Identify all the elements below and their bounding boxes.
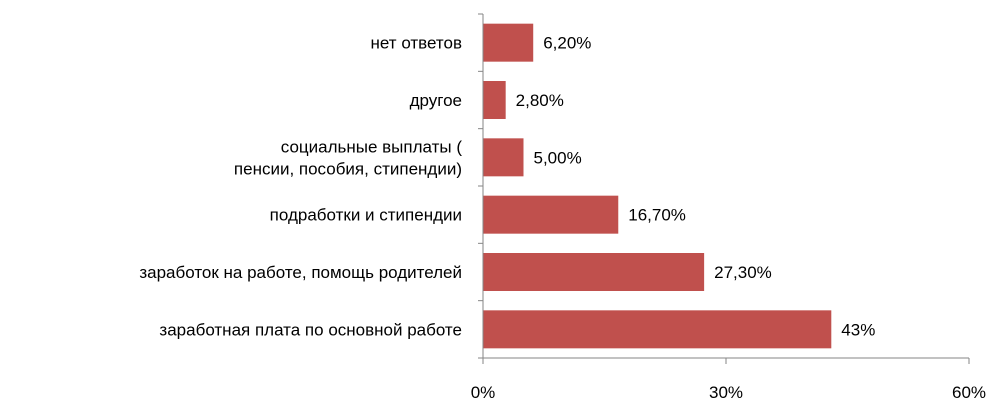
data-label: 43% <box>841 320 875 339</box>
data-label: 16,70% <box>628 206 686 225</box>
data-label: 6,20% <box>543 34 591 53</box>
data-label: 2,80% <box>516 91 564 110</box>
bar <box>483 310 832 349</box>
bar <box>483 195 619 234</box>
x-tick-label: 0% <box>471 383 496 402</box>
category-label: другое <box>410 91 462 110</box>
bar <box>483 81 506 119</box>
category-label: пенсии, пособия, стипендии) <box>234 159 462 178</box>
data-label: 5,00% <box>534 148 582 167</box>
labels-layer: 6,20% нет ответов 2,80% другое 5,00% социальн… <box>139 34 986 402</box>
category-label: заработок на работе, помощь родителей <box>139 263 462 282</box>
axes-layer <box>478 13 970 364</box>
bars-layer <box>483 23 832 349</box>
x-tick-label: 60% <box>952 383 986 402</box>
bar <box>483 23 534 62</box>
category-label: нет ответов <box>371 34 462 53</box>
category-label: подработки и стипендии <box>270 206 462 225</box>
x-tick-label: 30% <box>709 383 743 402</box>
category-label: заработная плата по основной работе <box>159 320 462 339</box>
data-label: 27,30% <box>714 263 772 282</box>
category-label: социальные выплаты ( <box>281 137 463 156</box>
bar <box>483 138 524 177</box>
bar <box>483 253 705 291</box>
